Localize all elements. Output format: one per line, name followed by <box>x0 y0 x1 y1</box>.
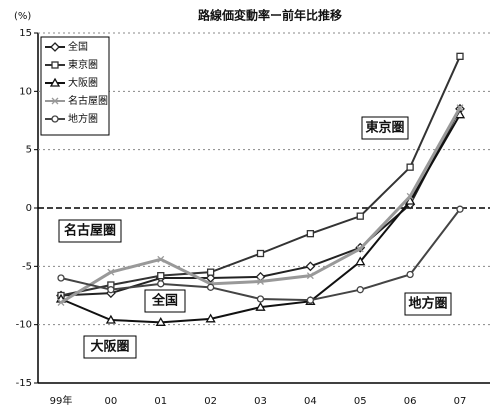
y-tick-label: -5 <box>22 261 32 272</box>
x-tick-label: 07 <box>454 396 467 407</box>
y-axis-label: (%) <box>14 11 31 22</box>
marker <box>206 283 215 291</box>
callout-box <box>144 289 186 313</box>
callout-box <box>404 292 452 316</box>
marker <box>456 104 464 112</box>
x-tick-label: 02 <box>204 396 217 407</box>
marker <box>306 272 314 280</box>
marker <box>105 314 116 324</box>
legend-label: 全国 <box>68 40 88 53</box>
marker <box>456 52 464 60</box>
y-tick-label: 0 <box>26 203 32 214</box>
y-tick-label: -10 <box>16 320 32 331</box>
marker <box>356 286 364 294</box>
series-line <box>60 55 461 297</box>
marker <box>107 268 115 276</box>
x-tick-label: 01 <box>154 396 167 407</box>
x-tick-label: 03 <box>254 396 267 407</box>
callout-label: 地方圏 <box>408 296 447 312</box>
marker <box>306 230 315 238</box>
marker <box>356 212 364 220</box>
marker <box>406 163 414 171</box>
callout-label: 全国 <box>151 293 178 309</box>
marker <box>155 317 166 326</box>
callout-label: 大阪圏 <box>90 339 129 355</box>
marker <box>107 286 115 294</box>
marker <box>456 205 464 213</box>
y-tick-label: -15 <box>16 378 32 389</box>
callout-box <box>83 335 137 359</box>
y-tick-label: 15 <box>19 28 32 39</box>
y-tick-label: 5 <box>26 145 32 156</box>
x-tick-label: 99年 <box>50 394 73 407</box>
marker <box>205 313 216 323</box>
legend-marker <box>51 115 59 123</box>
marker <box>256 295 265 303</box>
y-tick-label: 10 <box>19 86 32 97</box>
legend-marker <box>51 61 59 69</box>
marker <box>256 249 265 258</box>
callout-label: 東京圏 <box>365 120 404 136</box>
x-tick-label: 06 <box>404 396 417 407</box>
marker <box>257 278 264 285</box>
marker <box>305 261 316 272</box>
marker <box>57 274 65 282</box>
x-tick-label: 05 <box>354 396 367 407</box>
marker <box>406 270 414 279</box>
legend-marker <box>51 97 59 105</box>
legend-label: 地方圏 <box>68 112 98 125</box>
x-tick-label: 04 <box>304 396 317 407</box>
legend-marker <box>50 42 60 52</box>
marker <box>157 255 165 263</box>
marker <box>356 245 364 253</box>
series-line <box>60 114 461 324</box>
legend-marker <box>49 77 61 87</box>
legend-label: 名古屋圏 <box>68 94 108 107</box>
marker <box>406 192 414 200</box>
marker <box>306 296 315 304</box>
marker <box>255 271 266 282</box>
callout-box <box>58 219 122 243</box>
legend-label: 東京圏 <box>68 58 98 71</box>
marker <box>57 299 65 306</box>
legend-label: 大阪圏 <box>68 76 98 89</box>
callout-box <box>361 116 409 140</box>
callout-label: 名古屋圏 <box>64 223 116 239</box>
marker <box>157 280 165 288</box>
marker <box>206 268 215 276</box>
marker <box>205 273 216 283</box>
marker <box>355 256 366 266</box>
chart-title: 路線価変動率ー前年比推移 <box>198 8 342 23</box>
marker <box>157 272 165 280</box>
marker <box>255 301 266 311</box>
x-tick-label: 00 <box>105 396 118 407</box>
